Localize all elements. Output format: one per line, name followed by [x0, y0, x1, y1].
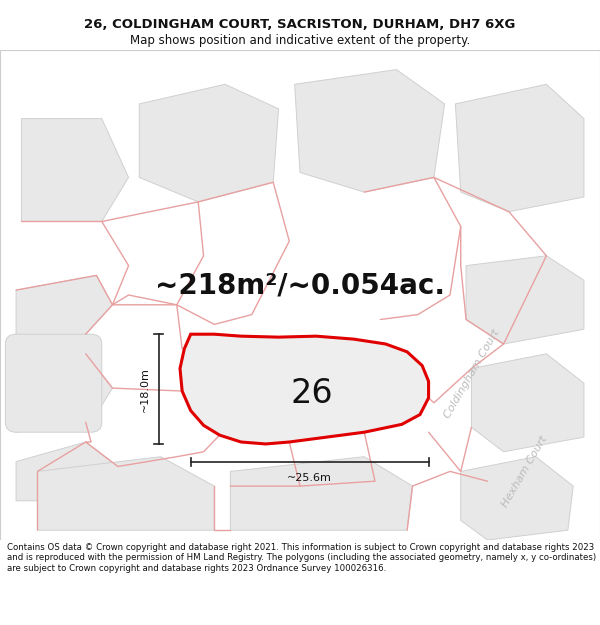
- Polygon shape: [16, 354, 113, 432]
- Text: ~25.6m: ~25.6m: [287, 473, 332, 483]
- Polygon shape: [461, 457, 573, 540]
- Text: Hexham Court: Hexham Court: [500, 434, 550, 509]
- Text: 26, COLDINGHAM COURT, SACRISTON, DURHAM, DH7 6XG: 26, COLDINGHAM COURT, SACRISTON, DURHAM,…: [85, 18, 515, 31]
- Polygon shape: [295, 69, 445, 192]
- Text: Map shows position and indicative extent of the property.: Map shows position and indicative extent…: [130, 34, 470, 47]
- Text: Contains OS data © Crown copyright and database right 2021. This information is : Contains OS data © Crown copyright and d…: [7, 543, 596, 572]
- Polygon shape: [22, 119, 128, 221]
- Polygon shape: [230, 457, 413, 530]
- Text: 26: 26: [291, 378, 334, 411]
- Text: Ripon Court: Ripon Court: [232, 335, 293, 376]
- Text: ~18.0m: ~18.0m: [140, 367, 150, 411]
- Text: ~218m²/~0.054ac.: ~218m²/~0.054ac.: [155, 271, 445, 299]
- Polygon shape: [37, 457, 214, 530]
- Polygon shape: [466, 256, 584, 344]
- Text: Coldingham Court: Coldingham Court: [442, 328, 501, 419]
- Polygon shape: [455, 84, 584, 212]
- FancyBboxPatch shape: [5, 334, 102, 432]
- Polygon shape: [472, 354, 584, 452]
- Polygon shape: [16, 442, 118, 501]
- Polygon shape: [16, 276, 113, 339]
- Polygon shape: [139, 84, 278, 202]
- Polygon shape: [180, 334, 428, 444]
